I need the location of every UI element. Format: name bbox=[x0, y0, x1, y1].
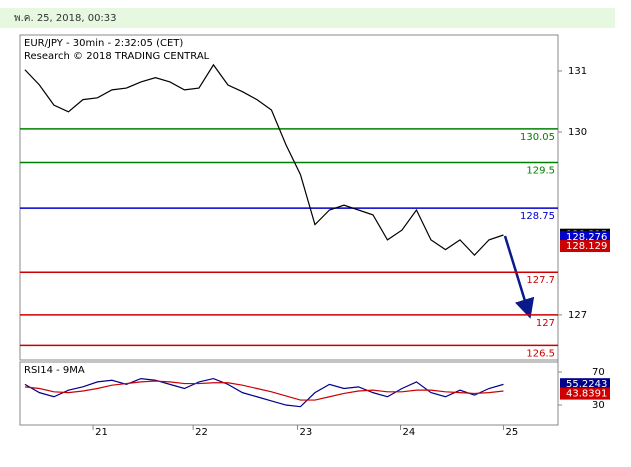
data-line bbox=[24, 380, 504, 401]
level-label: 130.05 bbox=[520, 132, 555, 143]
level-label: 127.7 bbox=[526, 275, 555, 286]
data-line bbox=[24, 377, 504, 408]
data-line bbox=[24, 63, 504, 256]
chart-subtitle: Research © 2018 TRADING CENTRAL bbox=[24, 51, 210, 62]
chart-title: EUR/JPY - 30min - 2:32:05 (CET) bbox=[24, 38, 183, 49]
x-tick-label: 23 bbox=[300, 427, 313, 438]
forecast-arrow bbox=[503, 235, 535, 319]
price-tag-box bbox=[560, 378, 610, 391]
price-panel bbox=[19, 34, 559, 361]
price-tag: 128.129 bbox=[566, 241, 607, 252]
price-tag: 55.2243 bbox=[566, 379, 607, 390]
level-label: 127 bbox=[536, 318, 555, 329]
rsi-title: RSI14 - 9MA bbox=[24, 365, 85, 376]
price-tag-box bbox=[560, 240, 610, 253]
price-tag-box bbox=[560, 387, 610, 400]
level-label: 129.5 bbox=[526, 165, 555, 176]
header-bar bbox=[0, 8, 615, 28]
price-tag: 43.8391 bbox=[566, 389, 607, 400]
level-label: 126.5 bbox=[526, 348, 555, 359]
level-label: 128.75 bbox=[520, 211, 555, 222]
x-tick-label: 21 bbox=[95, 427, 108, 438]
x-tick-label: 25 bbox=[505, 427, 518, 438]
x-tick-label: 24 bbox=[403, 427, 416, 438]
y-tick-label: 130 bbox=[568, 127, 587, 138]
y-tick-label: 70 bbox=[592, 367, 605, 378]
y-tick-label: 30 bbox=[592, 400, 605, 411]
price-tag: 128.276 bbox=[566, 232, 607, 243]
y-tick-label: 131 bbox=[568, 66, 587, 77]
x-tick-label: 22 bbox=[195, 427, 208, 438]
y-tick-label: 127 bbox=[568, 310, 587, 321]
timestamp: พ.ค. 25, 2018, 00:33 bbox=[14, 13, 117, 24]
